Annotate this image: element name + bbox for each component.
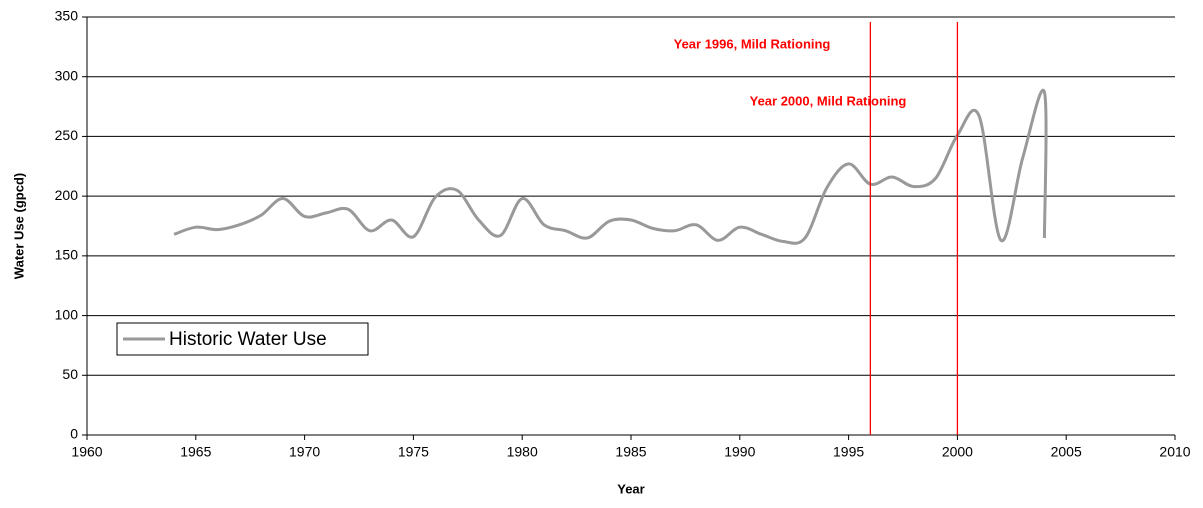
legend-label: Historic Water Use (169, 329, 327, 350)
data-line (173, 88, 1048, 245)
x-tick-label: 2005 (1051, 444, 1082, 460)
x-tick-label: 1970 (289, 444, 320, 460)
x-tick-label: 1995 (833, 444, 864, 460)
x-tick-label: 1990 (724, 444, 755, 460)
y-tick-label: 50 (62, 366, 78, 382)
x-tick-label: 2000 (942, 444, 973, 460)
y-tick-label: 100 (55, 306, 79, 322)
x-tick-label: 1960 (71, 444, 102, 460)
reference-label: Year 1996, Mild Rationing (674, 36, 831, 51)
y-tick-label: 200 (55, 187, 79, 203)
y-axis-label: Water Use (gpcd) (11, 173, 26, 279)
y-tick-label: 0 (70, 426, 78, 442)
x-tick-label: 1975 (398, 444, 429, 460)
x-axis-label: Year (617, 481, 644, 496)
x-tick-label: 1965 (180, 444, 211, 460)
reference-label: Year 2000, Mild Rationing (750, 93, 907, 108)
x-tick-label: 1985 (615, 444, 646, 460)
y-tick-label: 350 (55, 8, 79, 24)
x-tick-label: 1980 (507, 444, 538, 460)
y-tick-label: 250 (55, 127, 79, 143)
y-tick-label: 150 (55, 247, 79, 263)
x-tick-label: 2010 (1159, 444, 1190, 460)
y-tick-label: 300 (55, 67, 79, 83)
